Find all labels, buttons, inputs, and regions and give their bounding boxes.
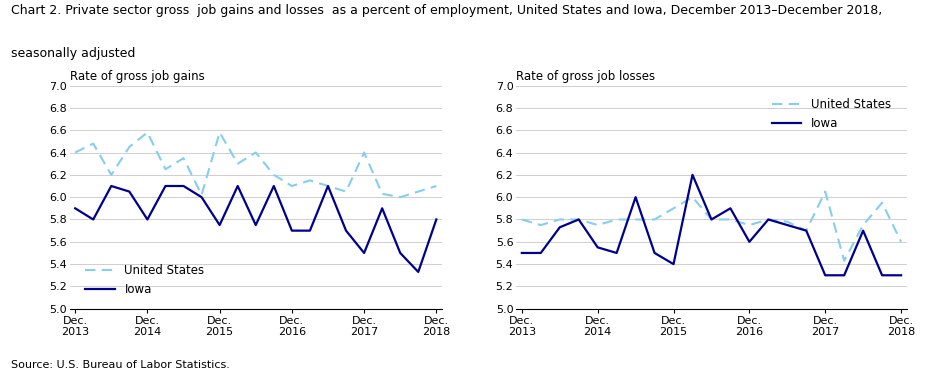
Text: Chart 2. Private sector gross  job gains and losses  as a percent of employment,: Chart 2. Private sector gross job gains …: [11, 4, 883, 17]
Legend: United States, Iowa: United States, Iowa: [769, 96, 893, 132]
Text: Rate of gross job gains: Rate of gross job gains: [70, 70, 205, 83]
Legend: United States, Iowa: United States, Iowa: [83, 262, 206, 298]
Text: Rate of gross job losses: Rate of gross job losses: [516, 70, 656, 83]
Text: Source: U.S. Bureau of Labor Statistics.: Source: U.S. Bureau of Labor Statistics.: [11, 360, 230, 370]
Text: seasonally adjusted: seasonally adjusted: [11, 46, 136, 60]
